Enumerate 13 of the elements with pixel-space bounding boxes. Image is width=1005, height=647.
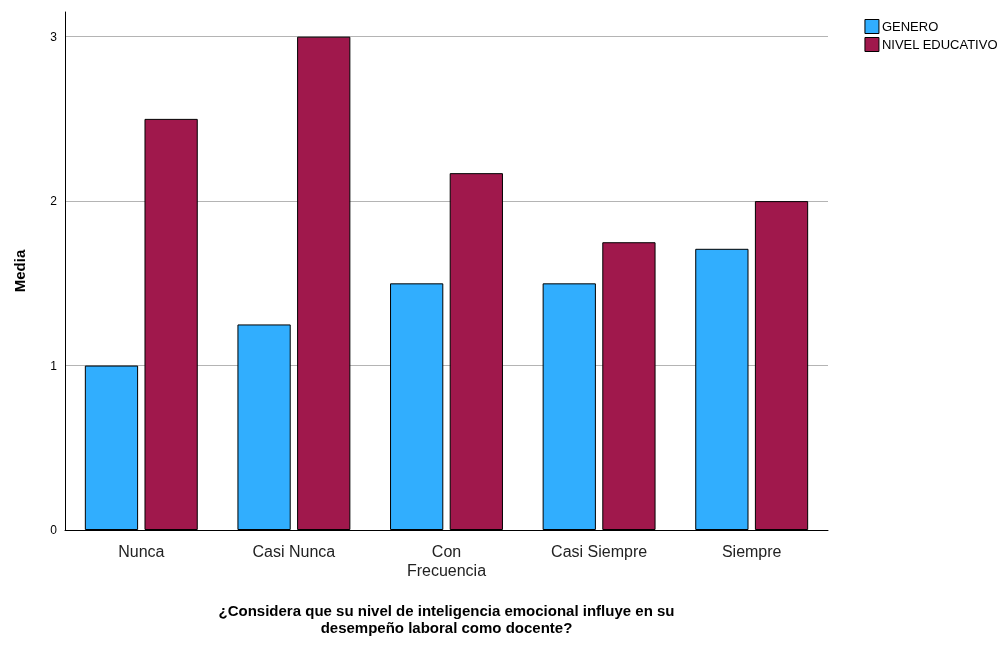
y-tick-label: 2 xyxy=(50,194,58,209)
x-tick-label: Nunca xyxy=(118,543,165,560)
x-axis-title: ¿Considera que su nivel de inteligencia emocional influye en su desempeño laboral como docente? xyxy=(218,602,675,636)
y-axis-title: Media xyxy=(11,249,28,293)
legend-label: GENERO xyxy=(881,19,939,34)
x-tick-label: Casi Siempre xyxy=(551,543,648,560)
y-tick-label: 0 xyxy=(50,523,58,537)
y-tick-label: 1 xyxy=(50,358,58,373)
x-tick-label: Casi Nunca xyxy=(252,543,336,560)
x-tick-label: Con Frecuencia xyxy=(406,543,487,579)
y-tick-label: 3 xyxy=(50,29,58,44)
x-tick-label: Siempre xyxy=(721,543,782,560)
legend-label: NIVEL EDUCATIVO xyxy=(881,37,998,52)
